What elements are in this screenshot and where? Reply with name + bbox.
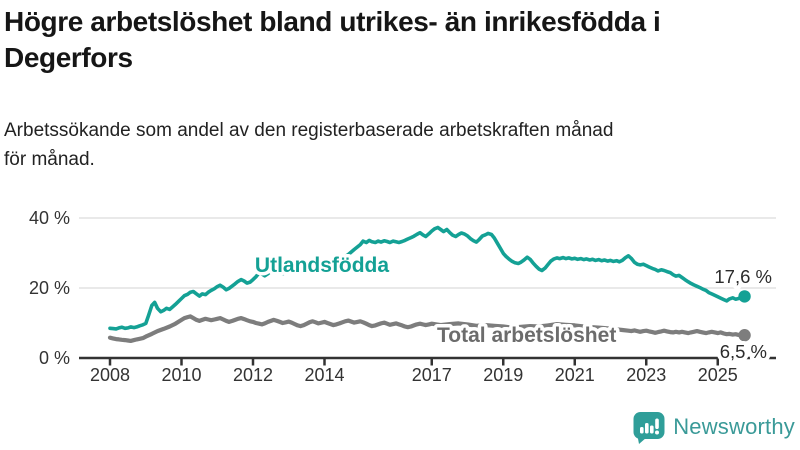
- series-label: Total arbetslöshet: [437, 324, 616, 347]
- newsworthy-logo-icon: [633, 412, 665, 444]
- y-tick-label: 40 %: [29, 208, 70, 228]
- brand-footer[interactable]: Newsworthy: [632, 410, 795, 444]
- page-subtitle-line1: Arbetssökande som andel av den registerb…: [4, 120, 614, 141]
- x-tick-label: 2017: [412, 365, 452, 385]
- x-tick-label: 2019: [483, 365, 523, 385]
- x-tick-label: 2012: [233, 365, 273, 385]
- page-title-line1: Högre arbetslöshet bland utrikes- än inr…: [4, 6, 661, 37]
- x-tick-label: 2025: [698, 365, 738, 385]
- series-line-total: [107, 314, 747, 343]
- x-tick-label: 2014: [304, 365, 344, 385]
- y-tick-label: 20 %: [29, 278, 70, 298]
- value-label: 17,6 %: [714, 266, 772, 287]
- page-title: Högre arbetslöshet bland utrikes- än inr…: [4, 4, 796, 77]
- page-subtitle-line2: för månad.: [4, 149, 95, 171]
- series-line-utlandsfodda: [108, 225, 747, 331]
- page-title-line2: Degerfors: [4, 42, 133, 74]
- series-end-dot: [738, 329, 751, 342]
- series-end-dot: [738, 290, 751, 303]
- x-tick-label: 2008: [90, 365, 130, 385]
- y-tick-label: 0 %: [39, 348, 70, 368]
- brand-name: Newsworthy: [673, 414, 795, 439]
- x-tick-label: 2010: [161, 365, 201, 385]
- x-tick-label: 2021: [555, 365, 595, 385]
- value-label: 6,5 %: [720, 341, 767, 362]
- series-label: Utlandsfödda: [255, 254, 389, 277]
- page-subtitle: Arbetssökande som andel av den registerb…: [4, 116, 784, 175]
- x-tick-label: 2023: [626, 365, 666, 385]
